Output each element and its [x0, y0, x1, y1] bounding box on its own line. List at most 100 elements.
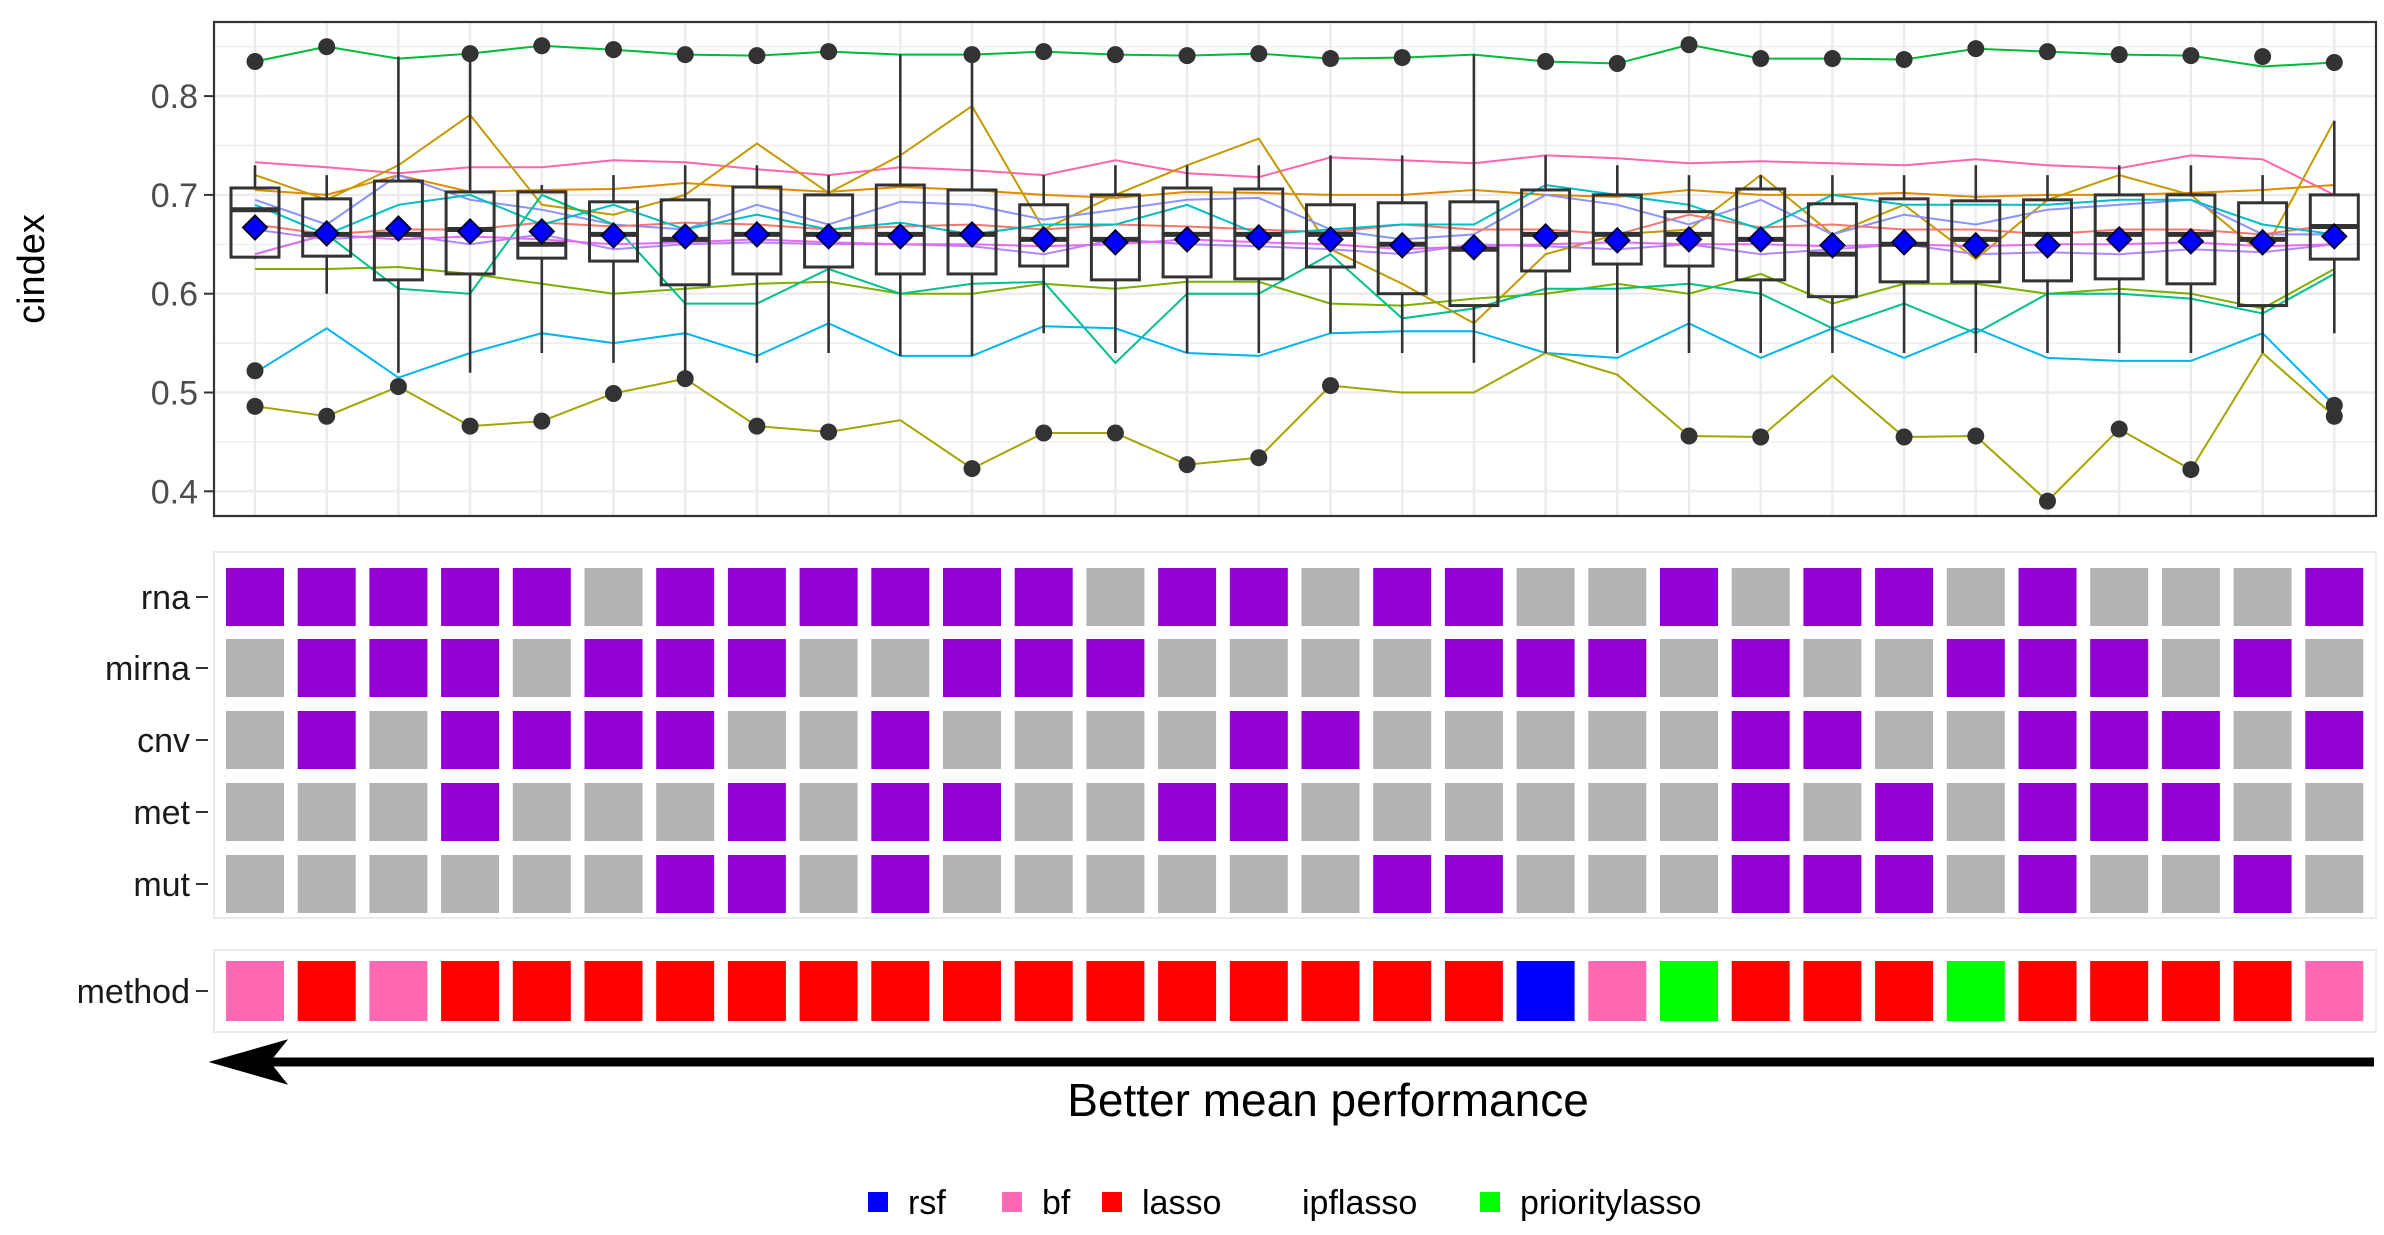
- box-iqr: [1878, 197, 1930, 284]
- method-tile-lasso: [871, 961, 930, 1021]
- feature-tile-rna: [871, 568, 930, 626]
- outlier-point: [389, 378, 407, 396]
- feature-tile-cnv: [727, 711, 786, 769]
- feature-tile-met: [1373, 783, 1432, 841]
- feature-tile-met: [1229, 783, 1288, 841]
- feature-row-label-mut: mut: [133, 866, 190, 904]
- mean-marker: [671, 222, 699, 250]
- feature-tile-met: [1875, 783, 1934, 841]
- feature-tile-met: [799, 783, 858, 841]
- feature-tile-rna: [1158, 568, 1217, 626]
- feature-tile-rna: [1875, 568, 1934, 626]
- mean-marker: [456, 218, 484, 245]
- feature-tile-cnv: [1014, 711, 1073, 769]
- mean-marker: [1030, 225, 1058, 253]
- feature-tile-met: [2161, 783, 2220, 841]
- feature-tile-rna: [369, 568, 428, 626]
- arrow-head: [208, 1039, 289, 1085]
- outlier-point: [963, 460, 981, 478]
- feature-row-label-rna: rna: [141, 579, 190, 617]
- feature-tile-met: [1803, 783, 1862, 841]
- box-iqr: [588, 200, 639, 263]
- feature-tile-cnv: [1660, 711, 1718, 769]
- series-line: [254, 193, 2335, 365]
- boxplot-panel-background: [214, 22, 2376, 516]
- series-lines: [254, 43, 2336, 503]
- series-line: [254, 154, 2335, 196]
- mean-marker: [1317, 225, 1344, 253]
- feature-tile-met: [943, 783, 1001, 841]
- feature-tile-mirna: [1444, 639, 1503, 697]
- box-iqr: [229, 186, 281, 259]
- feature-tile-mirna: [1158, 639, 1217, 697]
- feature-tile-met: [297, 783, 356, 841]
- feature-tile-met: [2305, 783, 2364, 841]
- feature-tile-cnv: [1086, 711, 1145, 769]
- feature-tile-cnv: [1731, 711, 1790, 769]
- method-tile-lasso: [1731, 961, 1790, 1021]
- outlier-point: [1537, 53, 1555, 71]
- outlier-point: [2325, 407, 2343, 425]
- outlier-point: [246, 362, 264, 380]
- outlier-point: [605, 41, 622, 59]
- outlier-point: [676, 370, 694, 388]
- method-tile-lasso: [1301, 961, 1360, 1021]
- feature-tile-cnv: [1588, 711, 1647, 769]
- feature-tile-rna: [297, 568, 356, 626]
- series-line: [254, 104, 2336, 325]
- outlier-point: [2039, 492, 2056, 510]
- feature-tile-mirna: [512, 639, 571, 697]
- feature-tile-mut: [1086, 855, 1145, 913]
- outlier-point: [1895, 51, 1913, 69]
- feature-tile-mirna: [1588, 639, 1647, 697]
- box-iqr: [803, 193, 855, 269]
- method-tile-bf: [2305, 961, 2364, 1021]
- feature-tile-mirna: [2233, 639, 2292, 697]
- method-tile-lasso: [512, 961, 571, 1021]
- feature-row-label-met: met: [133, 794, 190, 832]
- feature-tile-mut: [799, 855, 858, 913]
- y-tick-label: 0.7: [151, 177, 198, 215]
- feature-row-labels: rna mirna cnv met mut: [105, 579, 208, 904]
- outlier-point: [963, 46, 981, 64]
- legend-swatch-bf: [1002, 1192, 1022, 1212]
- method-tiles: [226, 961, 2364, 1021]
- feature-tile-rna: [727, 568, 786, 626]
- feature-row-label-cnv: cnv: [137, 722, 190, 760]
- feature-tile-cnv: [297, 711, 356, 769]
- mean-marker: [1818, 231, 1846, 259]
- feature-tile-mut: [1660, 855, 1718, 913]
- feature-tile-mut: [656, 855, 715, 913]
- box-iqr: [1018, 203, 1070, 268]
- feature-tile-mut: [1803, 855, 1862, 913]
- mean-marker: [2177, 227, 2205, 255]
- mean-marker: [384, 215, 412, 242]
- feature-row-label-mirna: mirna: [105, 650, 190, 688]
- mean-marker: [1101, 228, 1129, 256]
- method-tile-lasso: [656, 961, 715, 1021]
- box-iqr: [372, 179, 424, 282]
- feature-tile-mut: [1014, 855, 1073, 913]
- feature-tile-cnv: [799, 711, 858, 769]
- legend-label-ipflasso: ipflasso: [1302, 1184, 1417, 1222]
- feature-tile-mirna: [871, 639, 930, 697]
- feature-tile-mirna: [2161, 639, 2220, 697]
- outlier-point: [820, 43, 838, 61]
- outlier-point: [1106, 46, 1124, 64]
- legend-swatch-rsf: [868, 1192, 888, 1212]
- legend-label-rsf: rsf: [908, 1184, 946, 1222]
- mean-marker: [1890, 228, 1918, 256]
- feature-tiles: [226, 568, 2364, 913]
- method-tile-rsf: [1516, 961, 1575, 1021]
- feature-tile-rna: [1086, 568, 1145, 626]
- feature-tile-met: [656, 783, 715, 841]
- feature-tile-rna: [584, 568, 643, 626]
- feature-tile-met: [369, 783, 428, 841]
- feature-tile-cnv: [1875, 711, 1934, 769]
- feature-tile-mut: [1158, 855, 1217, 913]
- feature-tile-mut: [943, 855, 1001, 913]
- feature-tile-mut: [1373, 855, 1432, 913]
- feature-tile-cnv: [2305, 711, 2364, 769]
- outlier-point: [533, 37, 551, 55]
